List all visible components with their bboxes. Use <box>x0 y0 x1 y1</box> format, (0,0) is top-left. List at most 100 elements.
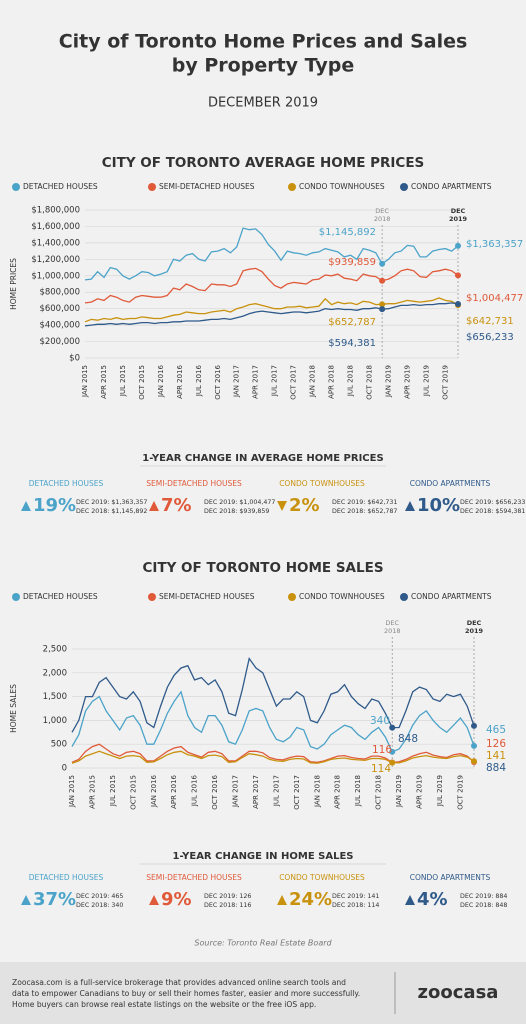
legend-swatch <box>12 593 20 601</box>
marker-label: 2018 <box>384 627 401 635</box>
x-tick-label: JUL 2017 <box>271 365 279 397</box>
point <box>389 759 396 766</box>
point <box>455 301 461 308</box>
change-label: SEMI-DETACHED HOUSES <box>146 479 242 488</box>
title: by Property Type <box>172 55 354 77</box>
y-tick-label: 2,000 <box>43 668 67 678</box>
x-tick-label: APR 2015 <box>88 775 96 809</box>
change-label: CONDO APARTMENTS <box>410 873 491 882</box>
legend-swatch <box>288 183 296 191</box>
marker-label: 2019 <box>465 627 484 635</box>
x-tick-label: JAN 2019 <box>395 775 403 808</box>
value-label: $939,859 <box>328 257 376 268</box>
y-tick-label: $1,600,000 <box>31 222 80 232</box>
change-arrow <box>405 501 415 511</box>
change-percent: 9% <box>161 889 192 910</box>
y-tick-label: $400,000 <box>39 321 80 331</box>
point <box>379 277 386 284</box>
marker-label: DEC <box>385 619 399 627</box>
x-tick-label: JAN 2016 <box>150 774 158 808</box>
point <box>471 758 477 765</box>
title: City of Toronto Home Prices and Sales <box>59 31 468 53</box>
series-line <box>71 743 475 764</box>
change-previous: DEC 2018: $939,859 <box>204 508 269 515</box>
footer-bg <box>0 962 526 1024</box>
change-previous: DEC 2018: $594,381 <box>460 508 525 515</box>
y-tick-label: 1,500 <box>43 692 67 702</box>
y-tick-label: $0 <box>69 354 80 364</box>
change-percent: 2% <box>289 495 320 516</box>
y-tick-label: $600,000 <box>39 304 80 314</box>
change-previous: DEC 2018: $652,787 <box>332 508 397 515</box>
change-current: DEC 2019: $1,004,477 <box>204 499 275 506</box>
legend-swatch <box>148 593 156 601</box>
point <box>471 742 477 749</box>
legend-label: SEMI-DETACHED HOUSES <box>159 182 255 191</box>
value-label: $594,381 <box>328 338 376 349</box>
value-label: $1,363,357 <box>466 239 523 250</box>
x-tick-label: JUL 2016 <box>195 364 203 397</box>
value-label: 465 <box>486 724 506 736</box>
legend-label: DETACHED HOUSES <box>23 592 98 601</box>
x-tick-label: JAN 2018 <box>309 365 317 398</box>
footer-text: data to empower Canadians to buy or sell… <box>12 989 360 998</box>
x-tick-label: APR 2018 <box>334 775 342 809</box>
chart-title: CITY OF TORONTO AVERAGE HOME PRICES <box>102 155 425 171</box>
change-current: DEC 2019: $642,731 <box>332 499 397 506</box>
change-label: CONDO TOWNHOUSES <box>279 479 365 488</box>
x-tick-label: OCT 2019 <box>456 775 464 810</box>
value-label: 116 <box>372 744 392 756</box>
y-tick-label: $1,200,000 <box>31 255 80 265</box>
change-arrow <box>149 501 159 511</box>
change-label: CONDO APARTMENTS <box>410 479 491 488</box>
x-tick-label: JUL 2016 <box>191 774 199 807</box>
x-tick-label: JUL 2018 <box>354 775 362 807</box>
y-tick-label: 2,500 <box>43 645 67 655</box>
point <box>389 724 396 731</box>
y-tick-label: $1,000,000 <box>31 271 80 281</box>
marker-label: DEC <box>467 619 482 627</box>
x-tick-label: JAN 2019 <box>384 365 392 398</box>
legend-swatch <box>400 183 408 191</box>
x-tick-label: APR 2018 <box>328 365 336 399</box>
point <box>379 301 386 308</box>
y-tick-label: 1,000 <box>43 716 67 726</box>
x-tick-label: JUL 2015 <box>109 775 117 807</box>
point <box>455 272 461 279</box>
value-label: 141 <box>486 750 506 762</box>
x-tick-label: JUL 2019 <box>436 775 444 807</box>
x-tick-label: OCT 2015 <box>138 365 146 400</box>
change-label: DETACHED HOUSES <box>29 479 104 488</box>
change-arrow <box>21 501 31 511</box>
marker-label: DEC <box>451 207 466 215</box>
legend-swatch <box>12 183 20 191</box>
change-percent: 7% <box>161 495 192 516</box>
value-label: 126 <box>486 738 506 750</box>
value-label: 340 <box>370 715 390 727</box>
value-label: 884 <box>486 762 506 774</box>
x-tick-label: APR 2016 <box>170 774 178 808</box>
value-label: $1,004,477 <box>466 293 523 304</box>
change-percent: 37% <box>33 889 76 910</box>
x-tick-label: APR 2017 <box>252 365 260 399</box>
change-label: SEMI-DETACHED HOUSES <box>146 873 242 882</box>
value-label: 848 <box>398 733 418 745</box>
value-label: 114 <box>371 763 391 775</box>
point <box>455 242 461 249</box>
point <box>471 722 477 729</box>
change-current: DEC 2019: 465 <box>76 893 123 900</box>
change-label: DETACHED HOUSES <box>29 873 104 882</box>
marker-label: DEC <box>375 207 389 215</box>
y-tick-label: $200,000 <box>39 337 80 347</box>
x-tick-label: OCT 2015 <box>129 775 137 810</box>
x-tick-label: OCT 2018 <box>365 365 373 400</box>
x-tick-label: JAN 2017 <box>232 775 240 808</box>
value-label: $1,145,892 <box>319 227 376 238</box>
change-previous: DEC 2018: 116 <box>204 902 251 909</box>
x-tick-label: OCT 2019 <box>441 365 449 400</box>
change-current: DEC 2019: 141 <box>332 893 379 900</box>
legend-swatch <box>148 183 156 191</box>
x-tick-label: APR 2016 <box>176 364 184 398</box>
change-arrow <box>405 895 415 905</box>
